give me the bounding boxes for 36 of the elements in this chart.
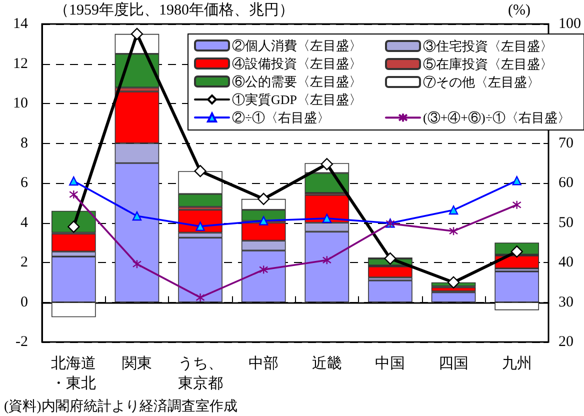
- y2-tick-label: 20: [558, 334, 574, 350]
- y-tick-label: 10: [13, 96, 28, 112]
- legend-label: ⑦その他〈左目盛〉: [423, 74, 540, 90]
- legend-label: ③住宅投資〈左目盛〉: [423, 38, 553, 54]
- y2-axis-title: (%): [508, 2, 530, 18]
- y2-tick-label: 30: [558, 294, 574, 310]
- y2-tick-label: 40: [558, 254, 574, 270]
- legend-label: ②÷①〈右目盛〉: [232, 110, 330, 125]
- y-tick-label: 6: [20, 175, 28, 191]
- x-tick-label: 近畿: [312, 355, 342, 372]
- y2-tick-label: 60: [558, 175, 574, 191]
- legend-label: ⑤在庫投資〈左目盛〉: [423, 56, 553, 72]
- y-tick-label: 14: [13, 16, 28, 32]
- legend-label: ②個人消費〈左目盛〉: [232, 38, 362, 53]
- x-tick-label: 中国: [375, 355, 406, 372]
- y-tick-label: 4: [20, 214, 28, 231]
- x-tick-label: 九州: [502, 355, 532, 372]
- legend-label: ④設備投資〈左目盛〉: [232, 56, 362, 71]
- y2-tick-label: 70: [558, 135, 574, 152]
- x-tick-label: 中部: [248, 355, 279, 372]
- y-tick-label: 2: [20, 254, 28, 270]
- text: (資料)内閣府統計より経済調査室作成: [4, 398, 238, 414]
- x-tick-label: 北海道・東北: [51, 355, 96, 392]
- y-tick-label: 0: [20, 294, 28, 310]
- y2-tick-label: 100: [558, 16, 581, 32]
- x-tick-label: 関東: [122, 355, 152, 372]
- legend-label: ⑥公的需要〈左目盛〉: [232, 74, 362, 89]
- x-tick-label: 四国: [438, 356, 469, 372]
- x-tick-label: うち、東京都: [178, 356, 223, 392]
- y-tick-label: -2: [16, 334, 28, 350]
- y-axis-title: （1959年度比、1980年価格、兆円）: [54, 2, 294, 18]
- legend-label: (③+④+⑥)÷①〈右目盛〉: [423, 110, 570, 126]
- legend-label: ①実質GDP〈左目盛〉: [232, 92, 362, 107]
- y2-tick-label: 50: [558, 214, 574, 231]
- y-tick-label: 12: [13, 56, 28, 72]
- y-tick-label: 8: [20, 135, 28, 152]
